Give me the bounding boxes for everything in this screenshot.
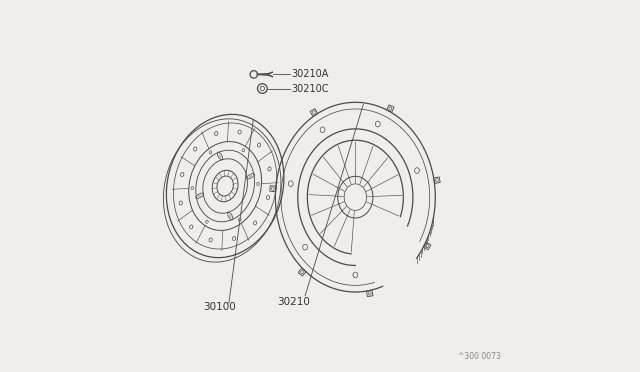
Text: ^300 0073: ^300 0073 xyxy=(458,352,500,361)
Text: 30210C: 30210C xyxy=(292,84,329,93)
Text: 30210: 30210 xyxy=(278,297,310,307)
Text: 30100: 30100 xyxy=(203,302,236,312)
Text: 30210A: 30210A xyxy=(292,70,329,79)
